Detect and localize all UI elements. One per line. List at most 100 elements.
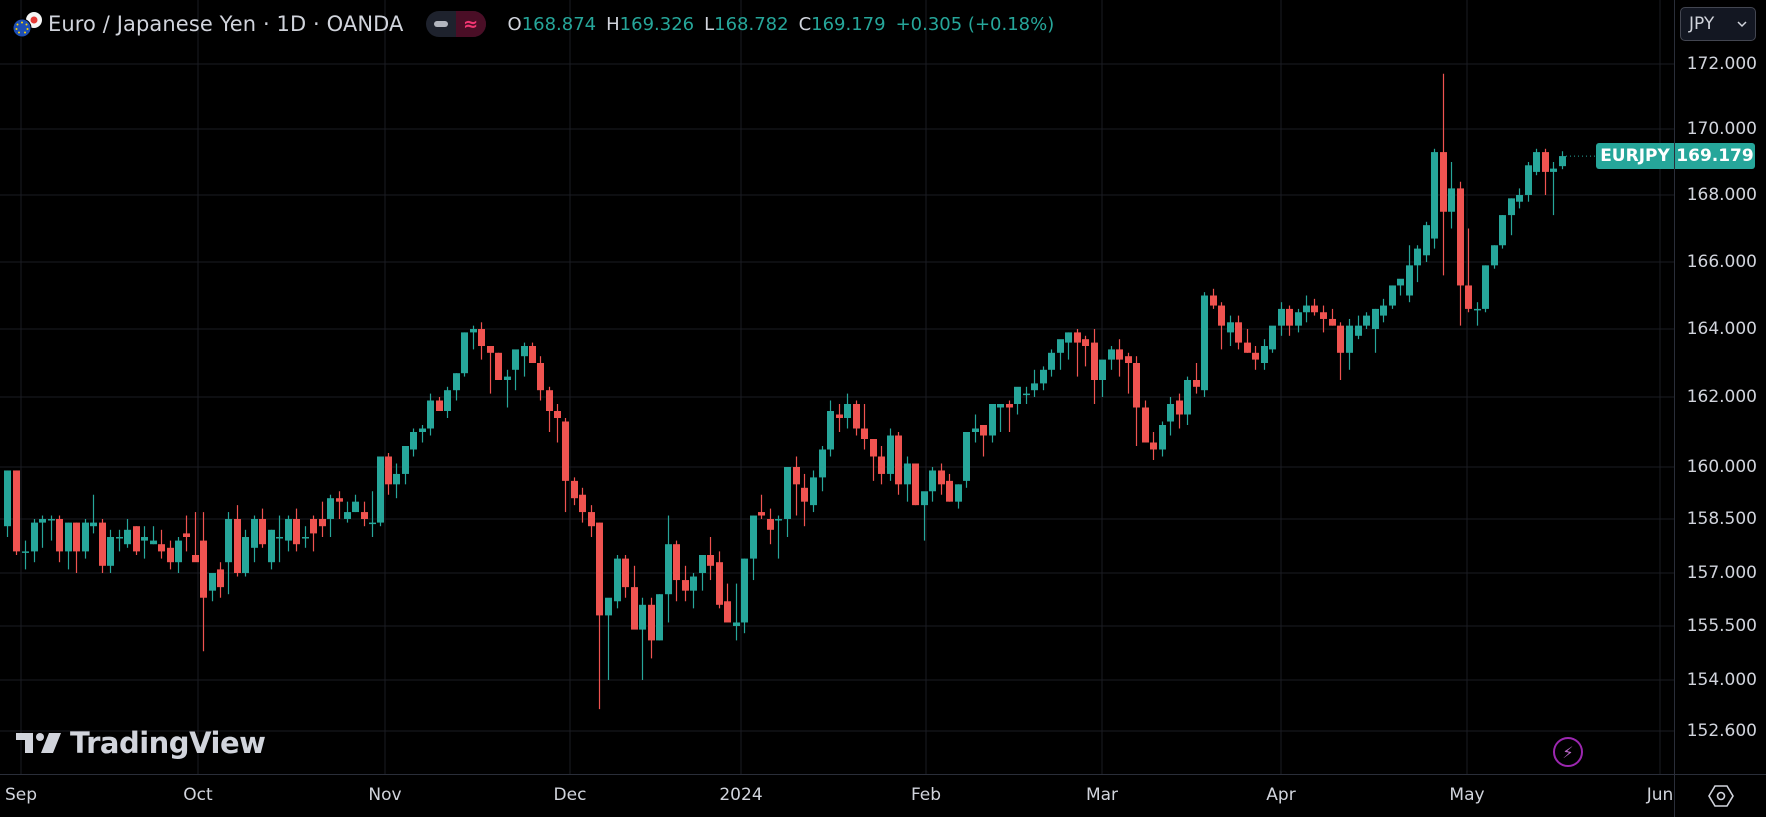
- candle[interactable]: [836, 404, 843, 432]
- candle[interactable]: [665, 515, 672, 623]
- candle[interactable]: [1244, 329, 1251, 353]
- candle[interactable]: [741, 558, 748, 634]
- candle[interactable]: [234, 505, 241, 577]
- candle[interactable]: [1142, 400, 1149, 443]
- candle[interactable]: [724, 583, 731, 623]
- candle[interactable]: [1406, 245, 1413, 303]
- candle[interactable]: [116, 529, 123, 552]
- price-axis[interactable]: 172.000 170.000 168.000 166.000 164.000 162.0…: [1674, 0, 1766, 774]
- candle[interactable]: [150, 526, 157, 545]
- candle[interactable]: [419, 425, 426, 443]
- candle[interactable]: [73, 522, 80, 573]
- candle[interactable]: [4, 470, 11, 537]
- candle[interactable]: [361, 501, 368, 527]
- candle[interactable]: [393, 463, 400, 499]
- candle[interactable]: [733, 583, 740, 641]
- candle[interactable]: [402, 446, 409, 485]
- candle[interactable]: [1201, 292, 1208, 397]
- candle[interactable]: [82, 519, 89, 559]
- approx-icon[interactable]: ≈: [455, 11, 486, 37]
- candle[interactable]: [436, 397, 443, 411]
- candle[interactable]: [870, 439, 877, 481]
- candle[interactable]: [989, 404, 996, 443]
- candle[interactable]: [1116, 339, 1123, 377]
- candle[interactable]: [1440, 73, 1447, 276]
- candle[interactable]: [1295, 308, 1302, 333]
- candle[interactable]: [1320, 305, 1327, 333]
- candle[interactable]: [1269, 325, 1276, 353]
- chart-pane[interactable]: [0, 0, 1674, 774]
- candle[interactable]: [39, 515, 46, 548]
- candle[interactable]: [31, 519, 38, 563]
- candle[interactable]: [1074, 329, 1081, 377]
- candle[interactable]: [529, 342, 536, 363]
- candle[interactable]: [327, 494, 334, 537]
- candle[interactable]: [801, 473, 808, 527]
- candle[interactable]: [1303, 295, 1310, 323]
- candle[interactable]: [13, 470, 20, 555]
- candle[interactable]: [183, 515, 190, 552]
- time-axis[interactable]: Sep Oct Nov Dec 2024 Feb Mar Apr May Jun: [0, 774, 1674, 817]
- candle[interactable]: [242, 529, 249, 577]
- lightning-bolt-icon[interactable]: ⚡: [1553, 737, 1583, 767]
- candle[interactable]: [1159, 421, 1166, 457]
- candle[interactable]: [1278, 302, 1285, 336]
- candle[interactable]: [1516, 188, 1523, 209]
- currency-selector[interactable]: JPY: [1680, 7, 1756, 41]
- candle[interactable]: [1431, 148, 1438, 249]
- candle[interactable]: [853, 400, 860, 436]
- candle[interactable]: [461, 332, 468, 377]
- candle[interactable]: [1550, 162, 1557, 216]
- candle[interactable]: [65, 522, 72, 570]
- candle[interactable]: [377, 456, 384, 527]
- candle[interactable]: [1048, 349, 1055, 377]
- candle[interactable]: [1533, 148, 1540, 176]
- candle[interactable]: [810, 470, 817, 513]
- candle[interactable]: [1235, 315, 1242, 350]
- candle[interactable]: [1286, 305, 1293, 336]
- candle[interactable]: [579, 487, 586, 523]
- candle[interactable]: [699, 555, 706, 591]
- candle[interactable]: [1311, 298, 1318, 316]
- candle[interactable]: [1031, 369, 1038, 397]
- candle[interactable]: [716, 551, 723, 609]
- minus-icon[interactable]: [426, 11, 456, 37]
- candle[interactable]: [141, 526, 148, 559]
- candle[interactable]: [707, 537, 714, 581]
- candle[interactable]: [997, 404, 1004, 432]
- candle[interactable]: [648, 597, 655, 659]
- candle[interactable]: [90, 494, 97, 534]
- candle[interactable]: [478, 322, 485, 360]
- candle[interactable]: [1423, 221, 1430, 262]
- candle[interactable]: [844, 393, 851, 429]
- candle[interactable]: [1499, 215, 1506, 249]
- candle[interactable]: [319, 501, 326, 537]
- candle[interactable]: [614, 555, 621, 609]
- candle[interactable]: [512, 349, 519, 391]
- candle[interactable]: [444, 386, 451, 418]
- candle[interactable]: [209, 573, 216, 602]
- candle[interactable]: [673, 540, 680, 602]
- candle[interactable]: [775, 515, 782, 559]
- candle[interactable]: [767, 508, 774, 545]
- candle[interactable]: [1218, 302, 1225, 350]
- candle[interactable]: [310, 515, 317, 552]
- candle[interactable]: [285, 515, 292, 552]
- candle[interactable]: [1006, 400, 1013, 433]
- candle[interactable]: [904, 456, 911, 502]
- candle[interactable]: [1559, 151, 1566, 170]
- candle[interactable]: [1389, 285, 1396, 309]
- currency-flags[interactable]: [10, 10, 42, 38]
- candle[interactable]: [1252, 346, 1259, 370]
- candle[interactable]: [1065, 332, 1072, 360]
- candle[interactable]: [1184, 376, 1191, 425]
- candle[interactable]: [562, 418, 569, 513]
- candle[interactable]: [750, 515, 757, 581]
- candle[interactable]: [1372, 308, 1379, 353]
- candle[interactable]: [571, 477, 578, 506]
- candle[interactable]: [225, 512, 232, 595]
- candle[interactable]: [938, 463, 945, 495]
- candle[interactable]: [1465, 228, 1472, 313]
- candle[interactable]: [946, 473, 953, 502]
- candle[interactable]: [158, 529, 165, 559]
